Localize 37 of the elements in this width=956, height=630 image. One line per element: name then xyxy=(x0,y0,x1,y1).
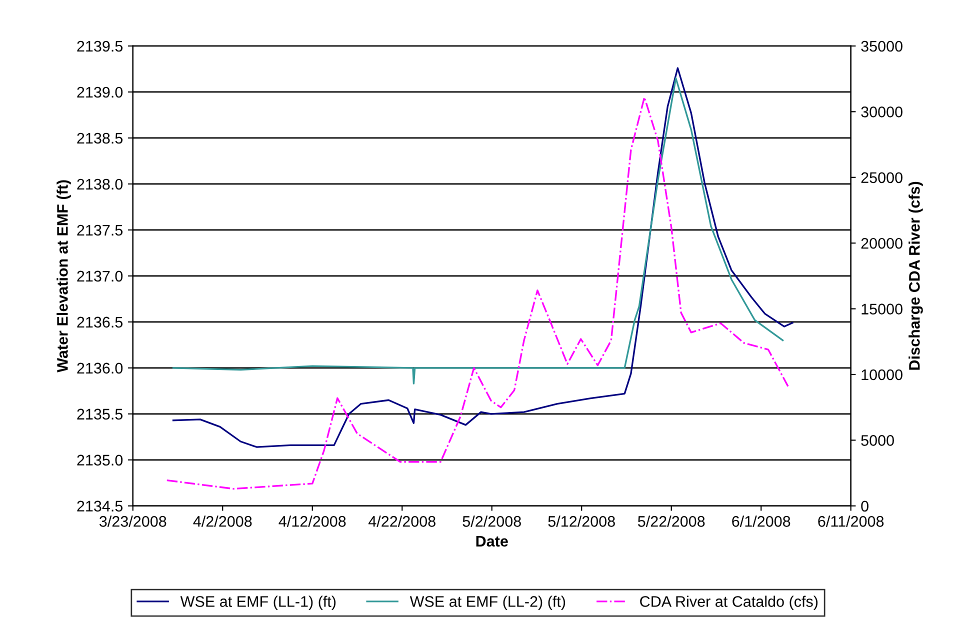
y-tick-label: 2134.5 xyxy=(77,500,123,512)
legend-label: CDA River at Cataldo (cfs) xyxy=(640,596,818,610)
x-tick-label: 3/23/2008 xyxy=(99,516,166,527)
line-series xyxy=(172,67,794,448)
x-tick-label: 5/2/2008 xyxy=(462,516,521,527)
y2-tick-label: 25000 xyxy=(861,172,902,184)
y-tick-label: 2139.5 xyxy=(77,40,123,52)
y2-tick-label: 35000 xyxy=(861,40,902,52)
y2-tick-label: 15000 xyxy=(862,304,902,314)
y2-tick-label: 5000 xyxy=(861,435,894,446)
x-tick-label: 4/22/2008 xyxy=(368,516,436,527)
y-tick-label: 2136.5 xyxy=(77,316,123,328)
y-tick-label: 2136.0 xyxy=(77,362,123,374)
y-tick-label: 2135.0 xyxy=(77,454,123,466)
y-axis-title: Water Elevation at EMF (ft) xyxy=(56,180,71,372)
x-tick-label: 4/12/2008 xyxy=(278,516,346,527)
y2-tick-label: 20000 xyxy=(861,238,902,249)
x-tick-label: 6/11/2008 xyxy=(818,516,884,527)
y-tick-label: 2137.5 xyxy=(77,224,123,236)
line-series xyxy=(166,96,789,490)
y-tick-label: 2138.5 xyxy=(77,132,123,144)
y2-axis-title: Discharge CDA River (cfs) xyxy=(908,182,923,370)
y-tick-label: 2135.5 xyxy=(77,408,123,420)
y-tick-label: 2139.0 xyxy=(77,86,123,98)
x-tick-label: 4/2/2008 xyxy=(193,516,252,527)
x-tick-label: 5/22/2008 xyxy=(638,516,705,527)
x-tick-label: 6/1/2008 xyxy=(732,516,790,527)
legend-label: WSE at EMF (LL-2) (ft) xyxy=(410,596,566,610)
y-tick-label: 2137.0 xyxy=(77,270,123,282)
y2-tick-label: 30000 xyxy=(861,106,902,118)
x-tick-label: 5/12/2008 xyxy=(548,516,615,527)
legend-label: WSE at EMF (LL-1) (ft) xyxy=(180,596,336,610)
y2-tick-label: 0 xyxy=(861,500,868,512)
line-series xyxy=(172,77,784,384)
y2-tick-label: 10000 xyxy=(862,369,902,380)
x-axis-title: Date xyxy=(476,536,508,547)
y-tick-label: 2138.0 xyxy=(77,178,123,190)
